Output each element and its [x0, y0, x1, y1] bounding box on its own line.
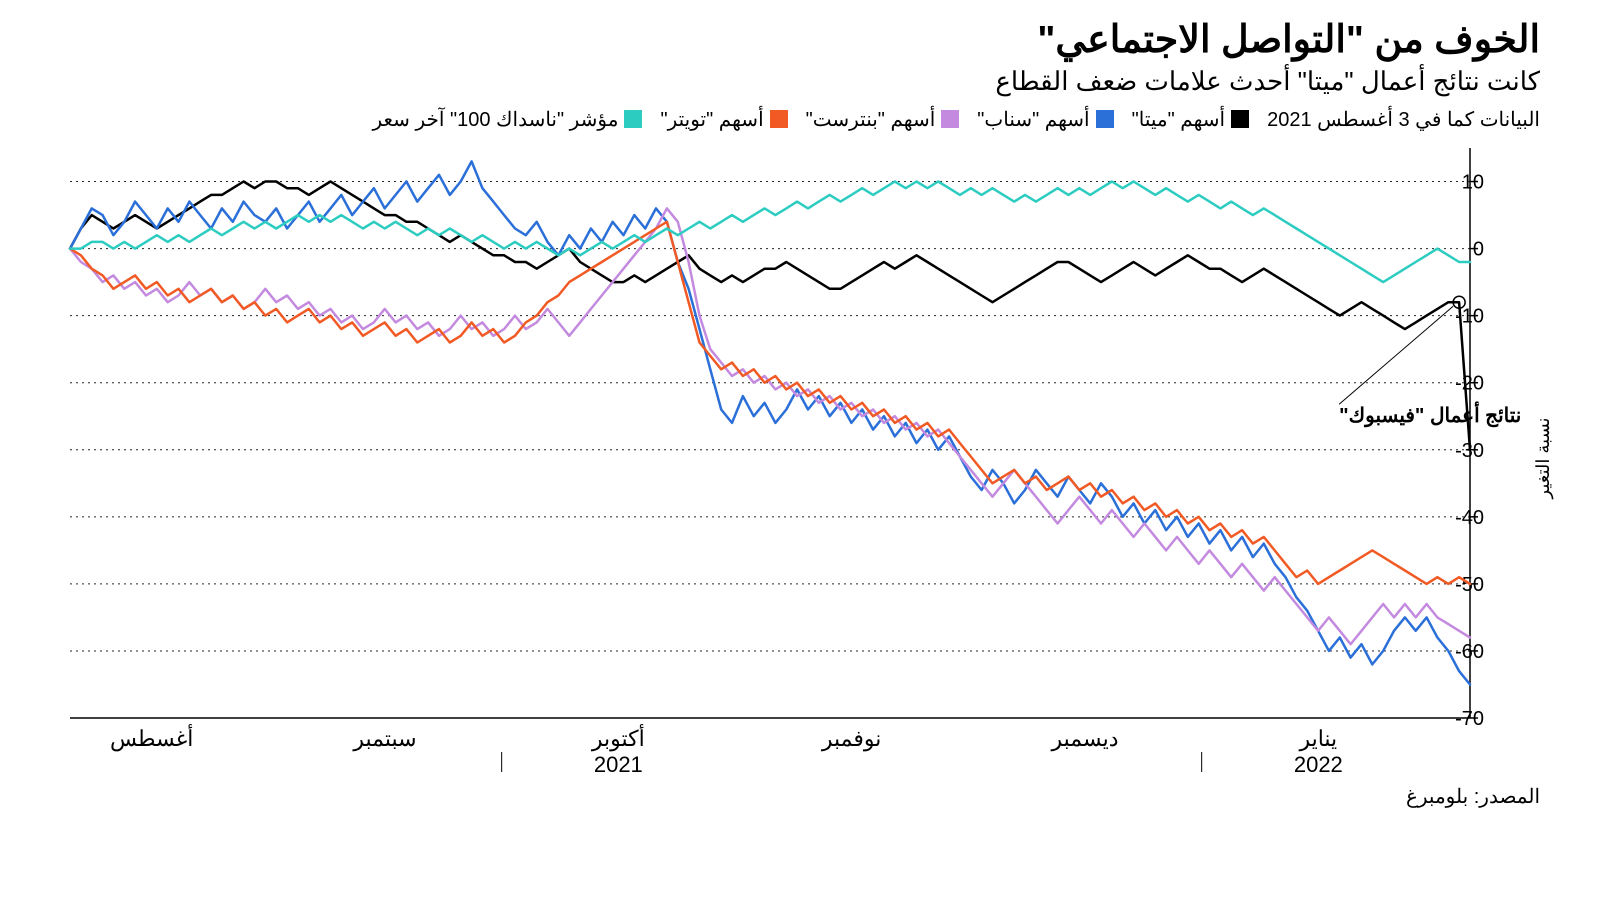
- x-month-label: نوفمبر: [821, 726, 882, 752]
- x-month-label: أغسطس: [110, 723, 193, 752]
- swatch-snap: [1096, 110, 1114, 128]
- x-month-label: ديسمبر: [1050, 726, 1118, 752]
- legend-note: البيانات كما في 3 أغسطس 2021: [1267, 107, 1540, 132]
- x-year-label: 2022: [1294, 752, 1343, 777]
- swatch-nasdaq: [624, 110, 642, 128]
- legend-label: أسهم "ميتا": [1132, 107, 1225, 132]
- chart-subtitle: كانت نتائج أعمال "ميتا" أحدث علامات ضعف …: [60, 66, 1540, 97]
- legend-item-meta: أسهم "ميتا": [1132, 107, 1249, 132]
- swatch-pinterest: [941, 110, 959, 128]
- source-attribution: المصدر: بلومبرغ: [0, 778, 1600, 809]
- x-month-label: سبتمبر: [352, 726, 416, 752]
- series-line: [70, 208, 1470, 644]
- legend-label: أسهم "تويتر": [660, 107, 763, 132]
- legend-label: أسهم "بنترست": [806, 107, 936, 132]
- x-year-label: 2021: [594, 752, 643, 777]
- x-month-label: أكتوبر: [591, 723, 645, 752]
- swatch-twitter: [770, 110, 788, 128]
- legend-item-snap: أسهم "سناب": [977, 107, 1113, 132]
- legend-item-nasdaq: مؤشر "ناسداك 100" آخر سعر: [372, 107, 642, 132]
- legend-item-pinterest: أسهم "بنترست": [806, 107, 960, 132]
- legend-label: أسهم "سناب": [977, 107, 1089, 132]
- y-tick-label: 0: [1473, 238, 1484, 260]
- series-line: [70, 221, 1470, 583]
- chart-area: نسبة التغير 10010-20-30-40-50-60-70-أغسط…: [60, 138, 1540, 778]
- line-chart: 10010-20-30-40-50-60-70-أغسطسسبتمبرأكتوب…: [60, 138, 1540, 778]
- legend: البيانات كما في 3 أغسطس 2021 أسهم "ميتا"…: [0, 97, 1600, 138]
- swatch-meta: [1231, 110, 1249, 128]
- series-line: [70, 181, 1470, 282]
- x-month-label: يناير: [1298, 726, 1337, 752]
- annotation-text: نتائج أعمال "فيسبوك": [1339, 401, 1521, 428]
- chart-title: الخوف من "التواصل الاجتماعي": [60, 18, 1540, 64]
- y-tick-label: 10: [1462, 171, 1484, 193]
- y-axis-title: نسبة التغير: [1533, 417, 1554, 498]
- annotation-leader: [1339, 306, 1453, 404]
- legend-label: مؤشر "ناسداك 100" آخر سعر: [372, 107, 618, 132]
- legend-item-twitter: أسهم "تويتر": [660, 107, 787, 132]
- series-line: [70, 161, 1470, 684]
